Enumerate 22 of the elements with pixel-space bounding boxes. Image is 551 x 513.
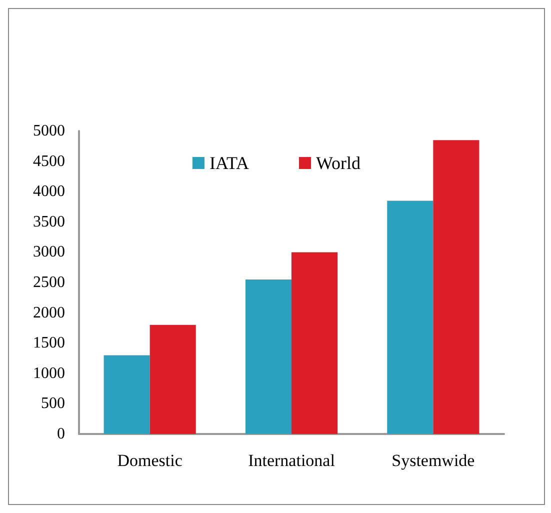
bar xyxy=(292,252,338,434)
y-tick-label: 4000 xyxy=(33,183,65,200)
y-tick-label: 3500 xyxy=(33,213,65,230)
y-tick-label: 2000 xyxy=(33,304,65,322)
bar xyxy=(245,279,292,434)
bar xyxy=(150,324,196,434)
bar xyxy=(433,140,480,434)
y-tick-label: 4500 xyxy=(33,152,65,170)
y-tick-label: 3000 xyxy=(33,244,65,261)
bar xyxy=(104,355,150,434)
x-tick-label: Domestic xyxy=(117,451,183,470)
legend-label: IATA xyxy=(209,153,250,173)
legend-label: World xyxy=(316,153,361,173)
y-tick-label: 1000 xyxy=(33,364,65,382)
y-tick-label: 2500 xyxy=(33,274,65,291)
y-tick-label: 500 xyxy=(41,395,65,412)
y-tick-label: 0 xyxy=(57,426,65,442)
bar xyxy=(387,200,434,434)
y-tick-label: 1500 xyxy=(33,334,65,352)
x-tick-label: Systemwide xyxy=(392,451,475,470)
y-tick-label: 5000 xyxy=(33,122,65,140)
x-tick-label: International xyxy=(248,451,336,470)
